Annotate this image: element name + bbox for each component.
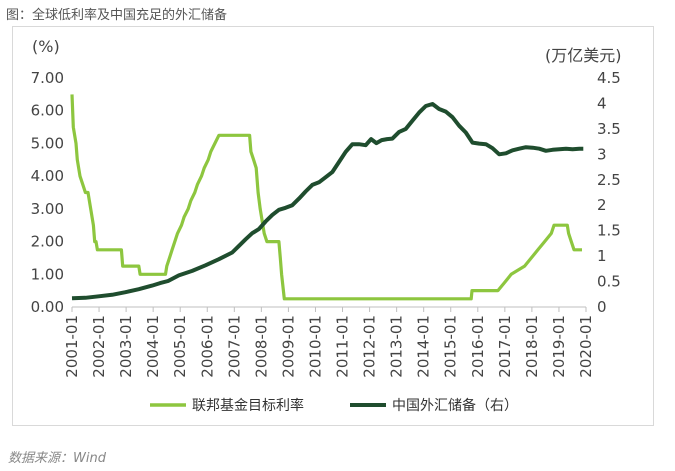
x-tick-label: 2017-01 <box>496 315 514 378</box>
left-axis-ticks: 0.00 1.00 2.00 3.00 4.00 5.00 6.00 7.00 <box>31 69 64 316</box>
right-tick-label: 3.5 <box>597 120 621 138</box>
left-tick-label: 0.00 <box>31 298 64 316</box>
right-tick-label: 0.5 <box>597 273 621 291</box>
chart-frame <box>12 26 654 426</box>
x-tick-label: 2001-01 <box>63 315 81 378</box>
legend: 联邦基金目标利率 中国外汇储备（右） <box>150 397 518 414</box>
x-tick-label: 2010-01 <box>306 315 324 378</box>
left-tick-label: 5.00 <box>31 134 64 152</box>
right-axis-unit: (万亿美元) <box>545 46 622 65</box>
left-tick-label: 2.00 <box>31 233 64 251</box>
figure-title: 图：全球低利率及中国充足的外汇储备 <box>6 8 228 23</box>
right-axis-ticks: 0 0.5 1 1.5 2 2.5 3 3.5 4 4.5 <box>597 69 621 316</box>
right-tick-label: 1 <box>597 247 607 265</box>
left-tick-label: 7.00 <box>31 69 64 87</box>
right-tick-label: 1.5 <box>597 222 621 240</box>
x-tick-label: 2019-01 <box>550 315 568 378</box>
china-fx-reserves-line <box>71 102 584 301</box>
right-tick-label: 4.5 <box>597 69 621 87</box>
right-tick-label: 2.5 <box>597 171 621 189</box>
series-group <box>70 94 584 301</box>
source-note: 数据来源：Wind <box>8 451 106 466</box>
x-tick-label: 2005-01 <box>171 315 189 378</box>
left-axis-unit: (%) <box>32 37 60 56</box>
x-tick-label: 2009-01 <box>279 315 297 378</box>
x-tick-label: 2004-01 <box>144 315 162 378</box>
right-tick-label: 2 <box>597 196 607 214</box>
x-tick-label: 2007-01 <box>225 315 243 378</box>
x-tick-label: 2011-01 <box>334 315 352 378</box>
legend-label-fed: 联邦基金目标利率 <box>192 397 304 414</box>
x-tick-label: 2020-01 <box>577 315 595 378</box>
x-axis-ticks: 2001-01 2002-01 2003-01 2004-01 2005-01 2006-… <box>63 307 595 378</box>
fed-funds-rate-line <box>70 94 582 301</box>
x-tick-label: 2018-01 <box>523 315 541 378</box>
x-tick-label: 2006-01 <box>198 315 216 378</box>
left-tick-label: 3.00 <box>31 200 64 218</box>
x-tick-label: 2016-01 <box>469 315 487 378</box>
x-tick-label: 2008-01 <box>252 315 270 378</box>
left-tick-label: 4.00 <box>31 167 64 185</box>
legend-label-reserves: 中国外汇储备（右） <box>392 397 518 414</box>
x-tick-label: 2012-01 <box>361 315 379 378</box>
left-tick-label: 1.00 <box>31 265 64 283</box>
chart-svg: (%) (万亿美元) 0.00 1.00 2.00 3.00 4.00 5.00 6.00 7… <box>31 37 622 414</box>
x-tick-label: 2015-01 <box>442 315 460 378</box>
x-tick-label: 2013-01 <box>388 315 406 378</box>
x-tick-label: 2003-01 <box>117 315 135 378</box>
x-tick-label: 2014-01 <box>415 315 433 378</box>
left-tick-label: 6.00 <box>31 102 64 120</box>
right-tick-label: 4 <box>597 94 607 112</box>
right-tick-label: 3 <box>597 145 607 163</box>
x-tick-label: 2002-01 <box>90 315 108 378</box>
right-tick-label: 0 <box>597 298 607 316</box>
